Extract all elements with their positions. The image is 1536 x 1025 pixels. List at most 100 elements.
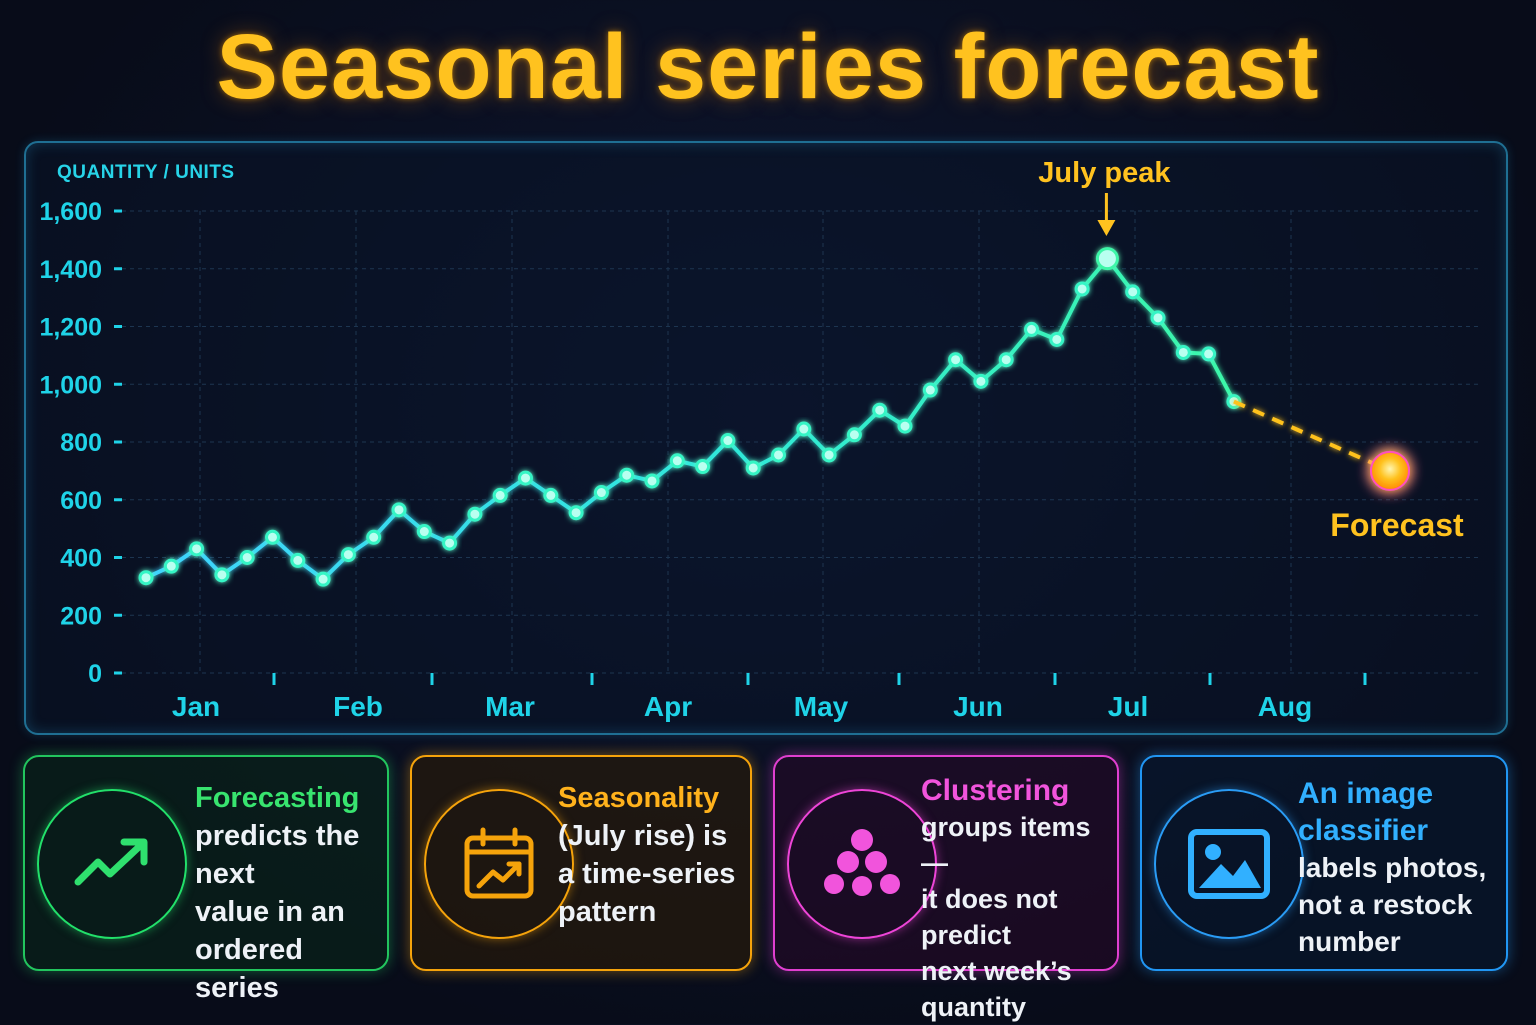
data-point (796, 421, 812, 437)
card-clustering-title: Clustering (921, 774, 1070, 807)
card-forecasting-line: ordered series (195, 934, 303, 1004)
data-point (720, 433, 736, 449)
card-seasonality-line: pattern (558, 896, 657, 928)
card-forecasting-text: Forecasting predicts the next value in a… (195, 779, 387, 1007)
july-peak-label: July peak (1038, 157, 1171, 189)
x-tick-label: May (794, 691, 849, 722)
card-forecasting: Forecasting predicts the next value in a… (23, 755, 389, 1004)
data-point (593, 485, 609, 501)
data-point (138, 570, 154, 586)
card-image-classifier-title: classifier (1298, 814, 1429, 847)
card-image-classifier-text: An image classifier labels photos, not a… (1298, 775, 1486, 960)
card-forecasting-line: value in an (195, 896, 345, 928)
card-seasonality-line: (July rise) is (558, 820, 728, 852)
card-clustering-line: quantity (921, 992, 1026, 1022)
card-image-classifier-title: An image (1298, 777, 1434, 810)
card-image-classifier-line: labels photos, (1298, 852, 1487, 883)
x-tick-label: Aug (1258, 691, 1312, 722)
card-forecasting-title: Forecasting (195, 782, 360, 814)
x-tick-label: Jan (172, 691, 220, 722)
data-point (163, 558, 179, 574)
data-point (391, 502, 407, 518)
page-title: Seasonal series forecast (216, 16, 1320, 118)
forecast (1233, 399, 1410, 491)
trend-up-icon (37, 789, 187, 939)
data-point (1024, 321, 1039, 337)
x-tick-label: Feb (333, 691, 383, 722)
y-tick-label: 600 (60, 487, 102, 515)
series-polyline (145, 256, 1236, 582)
card-clustering-line: next week’s (921, 956, 1072, 986)
card-image-classifier-line: not a restock (1298, 889, 1473, 920)
data-point (214, 567, 230, 583)
y-tick-label: 400 (60, 545, 102, 573)
forecast-label: Forecast (1330, 507, 1464, 543)
data-point (518, 470, 533, 486)
data-point (1125, 284, 1141, 300)
data-point (1201, 346, 1217, 362)
card-clustering-line: groups items — (921, 812, 1091, 878)
data-point (771, 447, 786, 463)
card-seasonality: Seasonality (July rise) is a time-series… (410, 755, 752, 971)
cluster-dots-icon (787, 789, 937, 939)
card-clustering-text: Clustering groups items — it does not pr… (921, 773, 1117, 1025)
x-tick-labels: Jan Feb Mar Apr May Jun Jul Aug (172, 691, 1312, 722)
calendar-chart-icon (424, 789, 574, 939)
series-line (138, 247, 1242, 587)
data-point (821, 447, 837, 463)
data-point (695, 459, 711, 475)
y-tick-label: 1,000 (39, 371, 102, 399)
data-point (897, 418, 913, 434)
y-tick-label: 1,200 (39, 314, 102, 342)
grid (122, 210, 1480, 674)
data-point (1074, 281, 1090, 297)
card-clustering: Clustering groups items — it does not pr… (773, 755, 1119, 1022)
x-tick-label: Jun (953, 691, 1003, 722)
data-point (998, 352, 1014, 368)
card-clustering-line: it does not predict (921, 884, 1058, 950)
data-point (846, 427, 862, 443)
data-point (290, 552, 306, 568)
y-tick-label: 800 (60, 429, 102, 457)
data-point (189, 541, 205, 557)
data-point (366, 529, 382, 545)
forecast-point (1370, 450, 1410, 491)
y-tick-label: 0 (88, 660, 102, 688)
y-tick-label: 200 (60, 602, 102, 630)
y-axis-label: QUANTITY / UNITS (57, 162, 235, 183)
peak-arrow-head (1097, 220, 1116, 236)
data-point (442, 535, 458, 551)
data-point (922, 382, 938, 398)
data-point (543, 487, 559, 503)
x-tick-label: Mar (485, 691, 535, 722)
data-point (492, 487, 508, 503)
data-point (239, 550, 255, 565)
card-seasonality-line: a time-series (558, 858, 736, 890)
data-point (467, 506, 483, 522)
card-image-classifier: An image classifier labels photos, not a… (1140, 755, 1508, 971)
data-point (315, 571, 331, 587)
image-icon (1154, 789, 1304, 939)
data-point (265, 529, 280, 545)
y-tick-labels: 0 200 400 600 800 1,000 1,200 1,400 1,600 (39, 198, 102, 688)
x-tick-label: Jul (1108, 691, 1148, 722)
chart-panel (24, 141, 1508, 735)
data-point (872, 402, 888, 418)
data-point (644, 473, 660, 489)
card-forecasting-line: predicts the next (195, 820, 360, 890)
y-tick-label: 1,400 (39, 256, 102, 284)
annotations: July peak Forecast (1038, 157, 1464, 543)
data-point (340, 547, 356, 563)
forecast-dashed-line (1233, 399, 1391, 473)
card-seasonality-text: Seasonality (July rise) is a time-series… (558, 779, 735, 931)
card-seasonality-title: Seasonality (558, 782, 720, 814)
axes (112, 205, 1480, 685)
data-point (948, 352, 964, 368)
peak-point (1095, 247, 1119, 271)
data-point (416, 524, 432, 540)
data-point (619, 467, 635, 483)
y-tick-label: 1,600 (39, 198, 102, 226)
data-point (1150, 310, 1166, 326)
card-image-classifier-line: number (1298, 926, 1401, 957)
